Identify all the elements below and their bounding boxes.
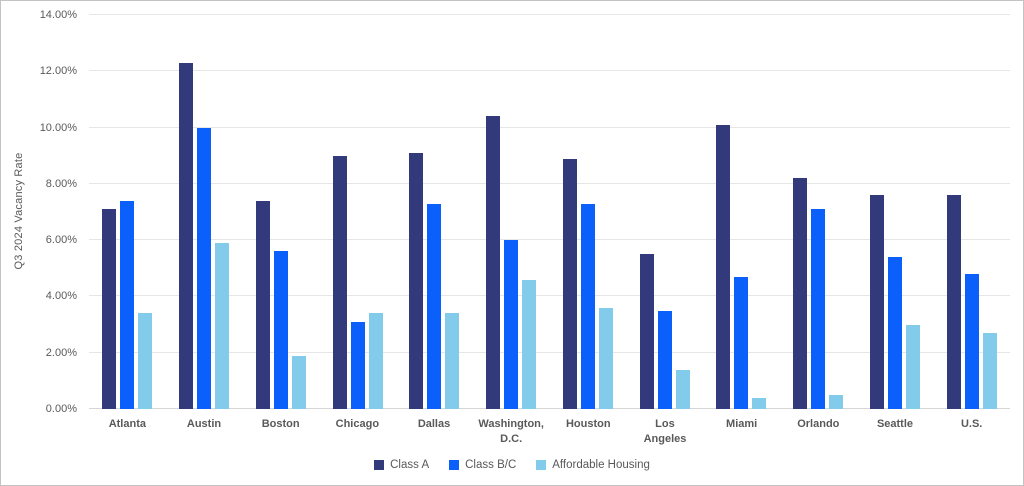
legend: Class A Class B/C Affordable Housing (1, 459, 1023, 471)
y-tick-label: 14.00% (39, 9, 77, 21)
bar-class-b-c (504, 240, 519, 409)
bar-group-2 (243, 15, 320, 409)
legend-label: Class A (390, 459, 430, 471)
x-axis-label: Seattle (876, 418, 914, 430)
x-axis-label: Orlando (797, 418, 840, 430)
x-axis-label: Washington, D.C. (478, 418, 544, 445)
x-axis-label: Los Angeles (643, 418, 687, 445)
x-axis-labels: Atlanta Austin Boston Chicago Dallas Washingt… (89, 417, 1010, 447)
bar-class-b-c (734, 276, 749, 409)
y-tick-label: 0.00% (45, 403, 77, 415)
x-axis-label: Miami (726, 418, 758, 430)
plot-area (89, 14, 1010, 409)
gridline-8 (89, 182, 1010, 184)
bar-class-b-c (811, 209, 826, 409)
y-tick-label: 8.00% (45, 177, 77, 190)
y-tick-label: 4.00% (45, 290, 77, 303)
bar-class-b-c (887, 257, 902, 409)
gridline-10 (89, 126, 1010, 128)
bar-class-a (179, 62, 194, 409)
gridline-4 (89, 295, 1010, 297)
legend-label: Class B/C (465, 459, 517, 471)
x-axis-label: U.S. (960, 418, 983, 430)
bar-group-10 (857, 15, 934, 409)
legend-label: Affordable Housing (552, 459, 650, 471)
bar-class-a (716, 124, 731, 409)
bar-group-6 (550, 15, 627, 409)
bar-affordable-housing (982, 333, 997, 409)
bar-group-0 (89, 15, 166, 409)
bar-group-1 (166, 15, 243, 409)
y-tick-label: 2.00% (45, 346, 77, 359)
bar-class-b-c (197, 127, 212, 409)
bar-group-7 (626, 15, 703, 409)
bar-affordable-housing (215, 242, 230, 409)
bar-affordable-housing (138, 313, 153, 409)
legend-item-affordable-housing: Affordable Housing (536, 459, 650, 471)
bar-affordable-housing (522, 279, 537, 409)
bar-class-b-c (580, 203, 595, 409)
legend-swatch-icon (374, 460, 385, 470)
bar-class-a (332, 155, 347, 409)
bar-affordable-housing (291, 355, 306, 409)
bar-class-b-c (657, 310, 672, 409)
gridline-6 (89, 239, 1010, 241)
bar-class-b-c (964, 273, 979, 409)
legend-swatch-icon (536, 460, 547, 470)
bar-groups (89, 15, 1010, 409)
legend-item-class-a: Class A (374, 459, 429, 471)
bar-affordable-housing (445, 313, 460, 409)
bar-affordable-housing (752, 397, 767, 409)
y-tick-label: 6.00% (45, 234, 77, 247)
x-axis-label: Atlanta (108, 418, 146, 430)
x-axis-label: Chicago (335, 418, 380, 430)
bar-affordable-housing (598, 307, 613, 409)
bar-affordable-housing (829, 394, 844, 409)
bar-class-b-c (427, 203, 442, 409)
bar-group-4 (396, 15, 473, 409)
bar-affordable-housing (675, 369, 690, 409)
bar-class-a (562, 158, 577, 409)
bar-affordable-housing (905, 324, 920, 409)
bar-group-11 (933, 15, 1010, 409)
x-axis-label: Boston (261, 418, 300, 430)
bar-class-b-c (273, 251, 288, 409)
bar-group-8 (703, 15, 780, 409)
bar-class-a (869, 195, 884, 409)
gridline-14 (89, 14, 1010, 15)
bar-group-5 (473, 15, 550, 409)
bar-class-b-c (350, 321, 365, 409)
bar-group-9 (780, 15, 857, 409)
legend-item-class-b-c: Class B/C (449, 459, 516, 471)
gridline-0 (89, 408, 1010, 409)
bar-class-a (486, 116, 501, 409)
bar-class-a (102, 209, 117, 409)
bar-class-b-c (120, 200, 135, 409)
x-axis-label: Houston (565, 418, 611, 430)
x-axis-label: Austin (186, 418, 222, 430)
y-tick-label: 12.00% (39, 65, 77, 78)
bar-class-a (793, 178, 808, 409)
bar-class-a (639, 254, 654, 409)
bar-affordable-housing (368, 313, 383, 409)
bar-class-a (946, 195, 961, 409)
gridline-2 (89, 351, 1010, 353)
y-axis-tick-labels: 0.00% 2.00% 4.00% 6.00% 8.00% 10.00% 12.00% 14.… (1, 9, 77, 415)
bar-class-a (409, 152, 424, 409)
bar-group-3 (319, 15, 396, 409)
y-tick-label: 10.00% (39, 121, 77, 134)
legend-swatch-icon (449, 460, 460, 470)
gridline-12 (89, 70, 1010, 72)
bar-class-a (255, 200, 270, 409)
x-axis-label: Dallas (417, 418, 451, 430)
